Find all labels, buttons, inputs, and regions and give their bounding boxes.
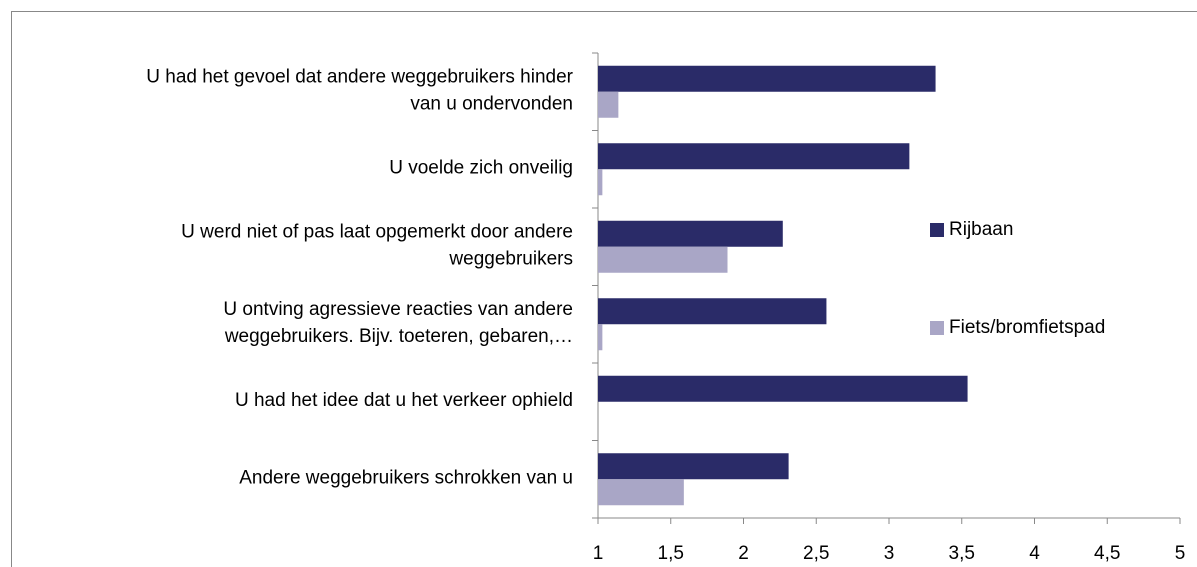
bar [598,298,827,325]
x-tick-label: 5 [1175,543,1186,564]
x-tick-label: 3,5 [949,543,975,564]
bar [598,375,968,402]
legend-swatch [930,321,944,335]
bar [598,143,910,170]
category-label: U voelde zich onveilig [389,157,573,178]
bar [598,453,789,480]
bar [598,91,619,118]
bar [598,324,603,351]
bar [598,65,936,92]
x-tick-label: 4 [1029,543,1040,564]
legend-label: Rijbaan [949,219,1013,240]
x-tick-label: 1,5 [658,543,684,564]
legend-label: Fiets/bromfietspad [949,317,1105,338]
chart-frame [11,11,1197,567]
x-tick-label: 2 [738,543,749,564]
category-label: U had het idee dat u het verkeer ophield [235,390,573,411]
category-label: U werd niet of pas laat opgemerkt door a… [181,221,573,269]
bar [598,246,728,273]
bar [598,220,783,247]
category-label: U ontving agressieve reacties van andere… [223,299,573,347]
bar [598,169,603,196]
category-label: U had het gevoel dat andere weggebruiker… [146,66,573,114]
x-tick-label: 4,5 [1094,543,1120,564]
x-tick-label: 2,5 [803,543,829,564]
legend-swatch [930,223,944,237]
x-tick-label: 1 [593,543,604,564]
x-tick-label: 3 [884,543,895,564]
category-label: Andere weggebruikers schrokken van u [239,467,573,488]
bar [598,479,684,506]
